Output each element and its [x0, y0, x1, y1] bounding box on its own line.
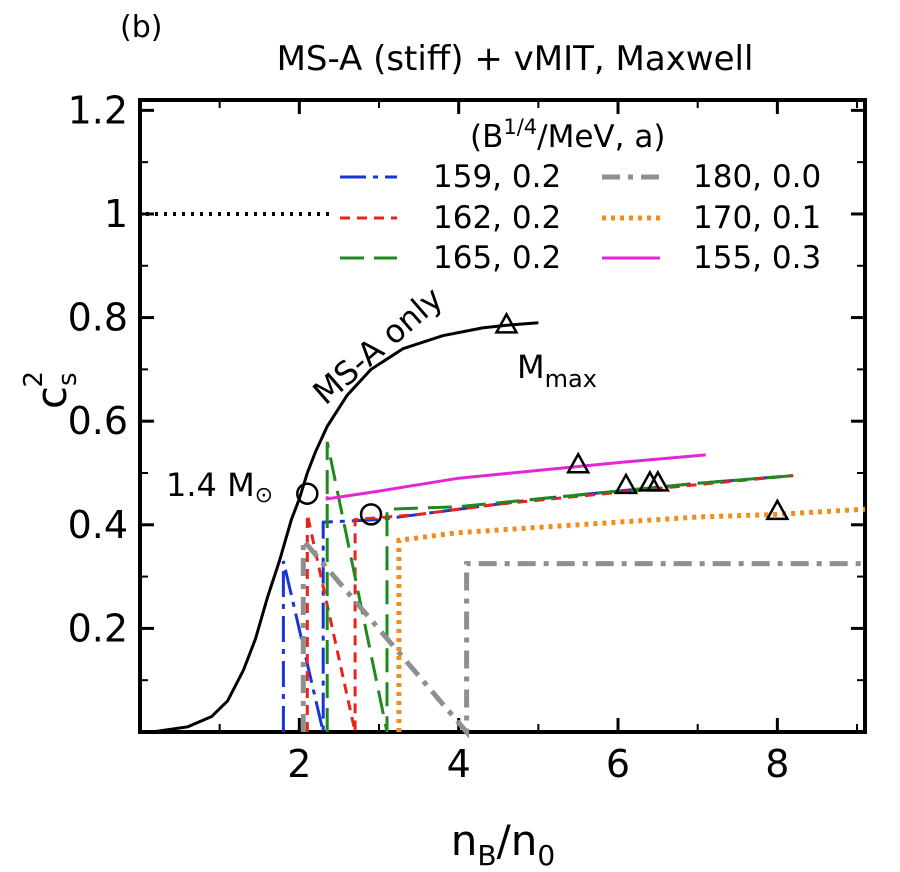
series-line-1	[305, 474, 794, 733]
x-tick-label: 8	[765, 742, 789, 786]
mmax-marker-2	[613, 472, 639, 495]
msun-label: 1.4 M⊙	[166, 466, 273, 508]
legend-label-4: 170, 0.1	[693, 200, 821, 236]
legend-title: (B1/4/MeV, a)	[470, 115, 665, 155]
series-line-3	[300, 533, 865, 739]
msun-label-text: 1.4 M	[166, 466, 255, 504]
mmax-label-text: M	[517, 348, 545, 386]
mmax-label: Mmax	[517, 348, 597, 393]
y-tick-label: 0.4	[68, 503, 128, 547]
plot-frame	[138, 98, 867, 734]
y-axis-label-sub: s	[53, 372, 83, 386]
y-tick-label: 1	[104, 192, 128, 236]
msun-marker-1	[359, 503, 383, 526]
chart-title: MS-A (stiff) + vMIT, Maxwell	[277, 39, 754, 79]
legend-label-2: 165, 0.2	[433, 240, 561, 276]
y-axis-label-main: c	[27, 386, 76, 409]
mmax-marker-baseline	[494, 311, 519, 334]
legend-label-0: 159, 0.2	[433, 159, 561, 195]
x-tick-label: 4	[447, 742, 471, 786]
legend: 159, 0.2 162, 0.2 165, 0.2 180, 0.0 170, 0.1…	[340, 159, 821, 276]
legend-title-sup: 1/4	[503, 115, 537, 139]
mmax-marker-5	[566, 451, 591, 474]
mmax-label-sub: max	[545, 365, 597, 393]
x-axis: 2 4 6 8	[218, 100, 859, 786]
baseline-label: MS-A only	[306, 279, 451, 412]
panel-label: (b)	[120, 10, 162, 45]
legend-title-post: /MeV, a)	[537, 119, 665, 155]
legend-title-pre: (B	[470, 119, 503, 155]
legend-label-1: 162, 0.2	[433, 200, 561, 236]
mmax-marker-4	[765, 498, 790, 521]
y-axis-label-sup: 2	[19, 371, 49, 388]
y-axis-label: cs2	[19, 371, 83, 409]
data-series	[146, 211, 866, 739]
y-tick-label: 1.2	[68, 88, 128, 132]
baseline-line	[151, 321, 539, 734]
x-tick-label: 2	[287, 742, 311, 786]
series-line-5	[325, 453, 706, 501]
markers	[296, 311, 790, 526]
x-axis-label-mid: /n	[497, 816, 538, 865]
series-line-4	[396, 506, 866, 732]
x-axis-label: nB/n0	[451, 816, 555, 872]
x-axis-label-sub2: 0	[537, 839, 555, 872]
x-tick-label: 6	[606, 742, 630, 786]
x-axis-label-sub: B	[477, 839, 496, 872]
legend-label-5: 155, 0.3	[693, 240, 821, 276]
y-tick-label: 0.2	[68, 606, 128, 650]
y-axis: 0.2 0.4 0.6 0.8 1 1.2	[68, 88, 865, 682]
x-axis-label-main: n	[451, 816, 478, 865]
msun-marker-0	[296, 482, 319, 505]
series-line-2	[325, 441, 794, 733]
legend-label-3: 180, 0.0	[693, 159, 821, 195]
msun-symbol: ⊙	[255, 483, 273, 508]
mmax-marker-1	[637, 469, 663, 492]
y-tick-label: 0.6	[68, 399, 128, 443]
y-tick-label: 0.8	[68, 296, 128, 340]
